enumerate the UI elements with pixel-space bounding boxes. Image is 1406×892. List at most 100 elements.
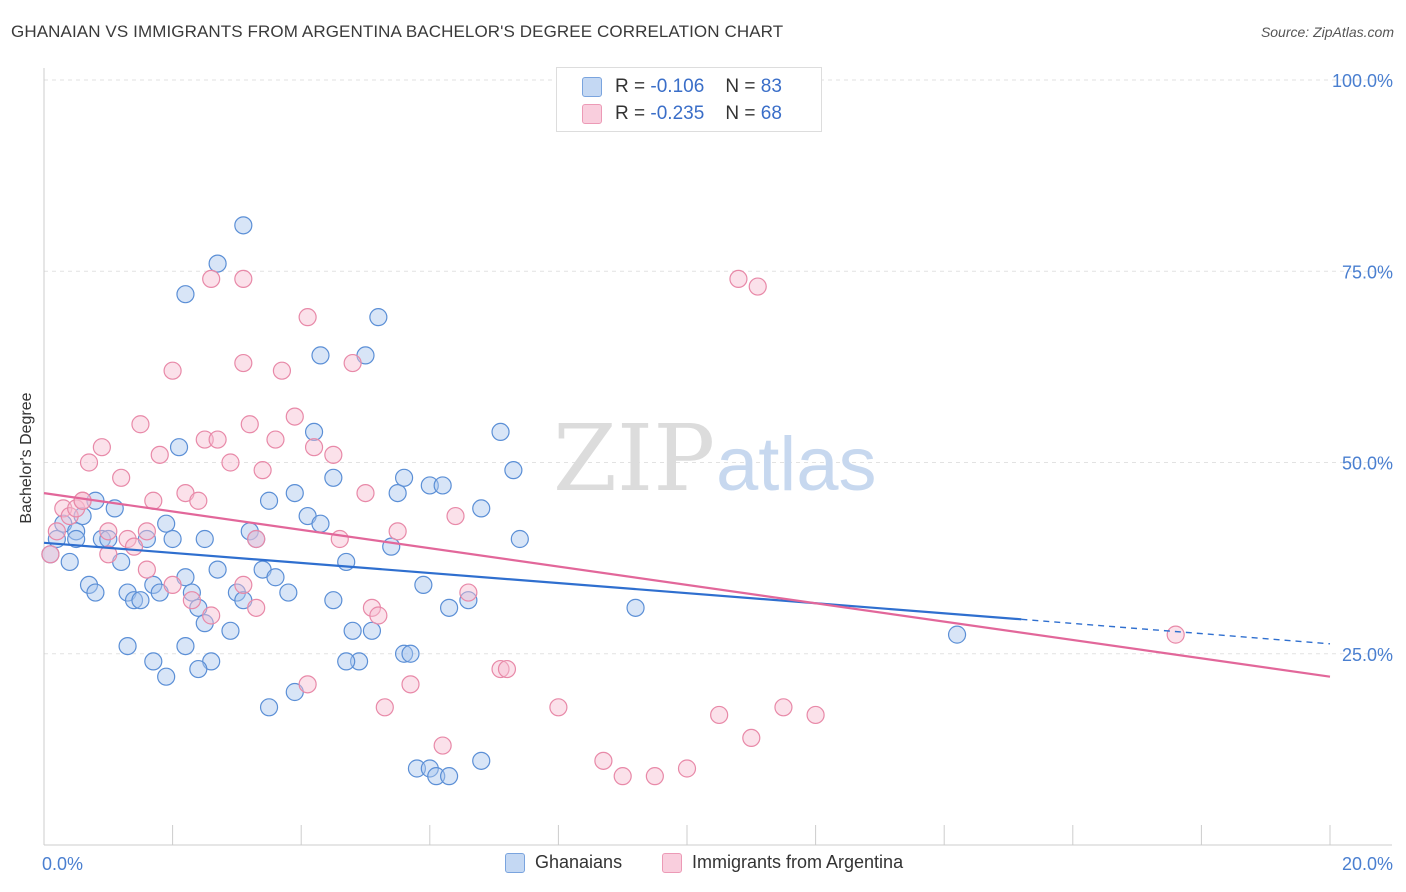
ghanaians-point: [311, 346, 330, 365]
argentina-point: [150, 445, 169, 464]
ghanaians-point: [388, 484, 407, 503]
argentina-point: [356, 484, 375, 503]
ghanaians-point: [266, 568, 285, 587]
argentina-point: [247, 598, 266, 617]
ghanaians-point: [324, 468, 343, 487]
argentina-point: [247, 529, 266, 549]
trend-line-ghanaians-dashed: [1021, 618, 1331, 645]
ghanaians-point: [67, 522, 86, 541]
series-legend: Ghanaians Immigrants from Argentina: [0, 852, 1406, 876]
argentina-point: [645, 767, 664, 786]
ghanaians-point: [208, 560, 227, 579]
legend-r-label-1: R =: [615, 76, 646, 97]
argentina-point: [221, 453, 240, 472]
legend-n-label-2: N =: [725, 103, 756, 124]
ghanaians-point: [947, 625, 967, 644]
ghanaians-point: [472, 751, 491, 770]
argentina-point: [92, 438, 111, 457]
ghanaians-point: [311, 514, 330, 533]
argentina-point: [298, 308, 317, 327]
argentina-point: [234, 269, 253, 288]
legend-r-value-2: -0.235: [650, 103, 705, 124]
argentina-point: [1166, 625, 1185, 644]
ghanaians-point: [324, 591, 343, 610]
y-tick-label: 100.0%: [1332, 71, 1393, 91]
axes: [43, 68, 1392, 846]
ghanaians-point: [169, 438, 189, 457]
ghanaians-point: [157, 514, 176, 533]
series-ghanaians: [41, 216, 967, 786]
ghanaians-point: [349, 652, 369, 671]
y-tick-label: 50.0%: [1342, 454, 1393, 474]
watermark-zip: ZIP: [553, 405, 715, 512]
ghanaians-point: [362, 621, 382, 640]
ghanaians-point: [504, 461, 523, 480]
argentina-point: [774, 698, 793, 717]
ghanaians-point: [182, 583, 201, 602]
argentina-point: [195, 430, 214, 449]
argentina-point: [324, 445, 343, 464]
argentina-point: [497, 659, 517, 679]
ghanaians-point: [407, 759, 427, 778]
ghanaians-point: [304, 422, 324, 441]
ghanaians-point: [176, 285, 195, 304]
argentina-point: [73, 491, 92, 510]
argentina-point: [163, 575, 182, 595]
argentina-point: [189, 491, 208, 510]
x-tick-label-max: 20.0%: [1342, 854, 1393, 874]
argentina-point: [729, 269, 748, 288]
ghanaians-point: [131, 591, 150, 610]
watermark-atlas: atlas: [716, 422, 877, 507]
argentina-point: [124, 537, 144, 556]
argentina-point: [710, 705, 729, 725]
argentina-point: [208, 430, 227, 449]
y-tick-label: 25.0%: [1342, 645, 1393, 665]
ghanaians-point: [144, 652, 163, 671]
argentina-point: [112, 468, 131, 487]
ghanaians-point: [337, 652, 356, 671]
legend-item-argentina[interactable]: Immigrants from Argentina: [662, 852, 903, 873]
ghanaians-point: [234, 216, 253, 235]
argentina-point: [401, 675, 420, 694]
ghanaians-point: [439, 767, 459, 786]
argentina-point: [234, 353, 253, 373]
legend-n-value-2: 68: [760, 103, 782, 124]
ghanaians-point: [394, 468, 414, 487]
y-tick-label: 75.0%: [1342, 262, 1393, 282]
ghanaians-point: [433, 476, 452, 495]
argentina-point: [137, 522, 156, 541]
argentina-point: [742, 728, 761, 748]
argentina-point: [137, 560, 156, 579]
legend-item-ghanaians[interactable]: Ghanaians: [505, 852, 622, 873]
argentina-point: [330, 529, 349, 549]
correlation-legend: R = -0.106 N = 83 R = -0.235 N = 68: [556, 67, 822, 132]
ghanaians-point: [401, 644, 420, 663]
ghanaians-point: [285, 484, 304, 503]
argentina-point: [677, 759, 697, 778]
argentina-point: [343, 353, 362, 373]
ghanaians-point: [427, 767, 446, 786]
argentina-point: [47, 522, 66, 541]
argentina-point: [613, 767, 632, 786]
ghanaians-point: [510, 529, 529, 549]
ghanaians-point: [221, 621, 240, 640]
ghanaians-point: [439, 598, 459, 617]
ghanaians-point: [343, 621, 362, 640]
ghanaians-point: [259, 491, 279, 510]
legend-n-value-1: 83: [760, 76, 782, 97]
argentina-point: [433, 736, 452, 755]
argentina-point: [202, 606, 221, 625]
ghanaians-point: [86, 583, 105, 602]
argentina-point: [272, 361, 292, 380]
legend-row-argentina: R = -0.235 N = 68: [582, 102, 782, 126]
argentina-point: [144, 491, 163, 510]
trend-line-ghanaians: [43, 541, 1022, 621]
argentina-point: [99, 545, 118, 564]
tick-labels: 25.0% 50.0% 75.0% 100.0% 0.0% 20.0%: [42, 71, 1393, 874]
argentina-point: [748, 277, 767, 296]
legend-n-label-1: N =: [725, 76, 756, 97]
watermark: ZIP atlas: [553, 405, 877, 512]
legend-swatch-ghanaians: [505, 852, 525, 873]
legend-label-argentina: Immigrants from Argentina: [692, 852, 904, 872]
ghanaians-point: [394, 644, 414, 663]
